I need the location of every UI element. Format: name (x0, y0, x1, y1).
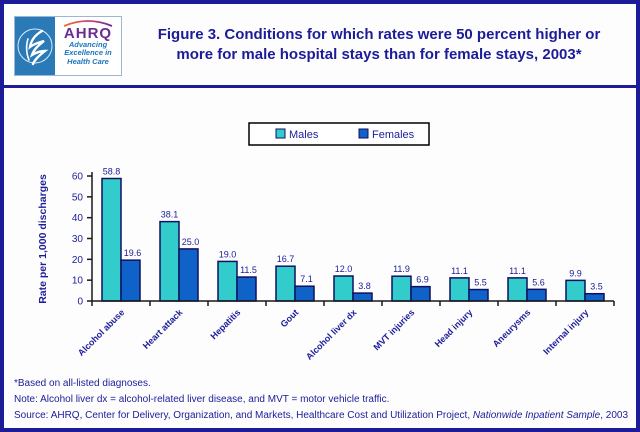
legend-swatch-females (358, 128, 369, 139)
legend-label-males: Males (289, 129, 319, 141)
bar-value-label: 9.9 (569, 268, 582, 278)
hhs-eagle-icon (15, 16, 55, 75)
footnote-source-suffix: , 2003 (600, 410, 629, 421)
footnote-source-publication: Nationwide Inpatient Sample (472, 410, 601, 421)
bar-males-2 (159, 220, 180, 302)
bar-males-6 (391, 275, 412, 302)
bar-value-label: 58.8 (103, 167, 121, 177)
bar-males-7 (449, 277, 470, 302)
bar-value-label: 6.9 (416, 275, 429, 285)
legend-swatch-males (275, 128, 286, 139)
bar-males-3 (217, 260, 238, 302)
bar-females-1 (120, 259, 141, 302)
bar-value-label: 12.0 (335, 264, 353, 274)
ahrq-hhs-logo: AHRQ Advancing Excellence in Health Care (14, 15, 122, 76)
bar-females-3 (236, 276, 257, 302)
x-category-label: Alcohol abuse (76, 307, 127, 358)
y-tick-label: 10 (72, 276, 84, 287)
y-tick-label: 30 (72, 234, 84, 245)
footnote-diagnoses: *Based on all-listed diagnoses. (14, 378, 151, 389)
figure-title: Figure 3. Conditions for which rates wer… (157, 25, 601, 63)
bar-chart: Males Females 0 10 20 30 40 50 60 Rate per 1,000 … (37, 122, 615, 362)
x-category-label: Heart attack (141, 307, 185, 351)
footnote-note: Note: Alcohol liver dx = alcohol-related… (14, 394, 390, 405)
bar-value-label: 11.5 (240, 265, 257, 275)
footnotes: *Based on all-listed diagnoses. Note: Al… (14, 376, 628, 424)
footnote-source: Source: AHRQ, Center for Delivery, Organ… (14, 408, 628, 424)
bar-value-label: 38.1 (161, 210, 179, 220)
bar-females-2 (178, 248, 199, 302)
title-area: Figure 3. Conditions for which rates wer… (122, 25, 636, 65)
bar-value-label: 5.6 (532, 277, 545, 287)
bar-males-5 (333, 275, 354, 302)
ahrq-tagline-line1: Advancing (68, 39, 108, 49)
y-tick-label: 0 (77, 297, 83, 308)
y-tick-label: 60 (72, 172, 84, 183)
legend-label-females: Females (372, 129, 415, 141)
bar-males-1 (101, 177, 122, 302)
ahrq-acronym: AHRQ (63, 24, 113, 42)
ahrq-wordmark: AHRQ Advancing Excellence in Health Care (55, 16, 121, 75)
bar-value-label: 19.6 (124, 248, 142, 258)
bar-value-label: 7.1 (300, 274, 313, 284)
bar-value-label: 11.1 (509, 266, 526, 276)
bar-value-label: 11.9 (393, 264, 410, 274)
bar-males-8 (507, 277, 528, 302)
bar-value-label: 11.1 (451, 266, 468, 276)
y-axis-title: Rate per 1,000 discharges (37, 174, 49, 304)
x-category-label: Aneurysms (491, 307, 533, 349)
bar-males-9 (565, 279, 586, 302)
bar-value-label: 3.8 (358, 281, 371, 291)
x-category-label: Internal injury (541, 307, 590, 356)
bar-females-6 (410, 285, 431, 302)
bar-value-label: 25.0 (182, 237, 200, 247)
footnote-source-prefix: Source: AHRQ, Center for Delivery, Organ… (14, 410, 473, 421)
bar-value-label: 16.7 (277, 254, 295, 264)
bar-females-5 (352, 292, 373, 302)
y-tick-label: 20 (72, 255, 84, 266)
header-divider (4, 85, 636, 88)
y-tick-label: 50 (72, 192, 84, 203)
bar-females-8 (526, 288, 547, 302)
x-category-label: MVT injuries (372, 307, 417, 352)
bar-value-label: 5.5 (474, 278, 487, 288)
bar-value-label: 19.0 (219, 249, 237, 259)
bar-females-7 (468, 288, 489, 302)
x-category-label: Hepatitis (208, 307, 242, 341)
bar-females-9 (584, 292, 605, 302)
ahrq-tagline-line2: Excellence in (64, 48, 112, 57)
x-category-label: Head injury (433, 307, 475, 349)
header: AHRQ Advancing Excellence in Health Care… (4, 4, 636, 85)
x-category-label: Gout (278, 307, 300, 329)
bar-females-4 (294, 285, 315, 302)
ahrq-tagline-line3: Health Care (67, 56, 109, 66)
bar-males-4 (275, 265, 296, 302)
x-category-label: Alcohol liver dx (304, 307, 358, 361)
rainbow-arc-icon (63, 19, 113, 27)
y-tick-label: 40 (72, 213, 84, 224)
bar-value-label: 3.5 (590, 282, 603, 292)
legend-box (248, 122, 430, 146)
